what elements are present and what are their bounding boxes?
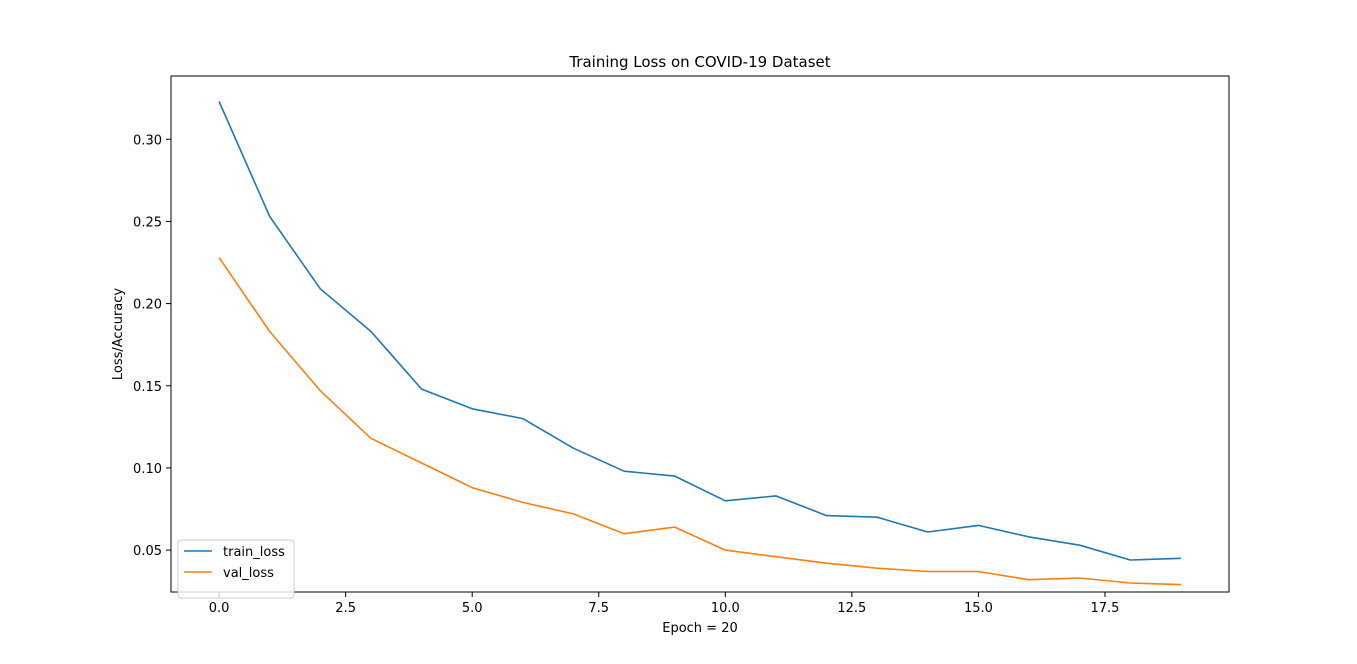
y-tick-label: 0.30 <box>133 133 162 148</box>
x-tick-label: 0.0 <box>209 601 230 616</box>
y-tick-label: 0.25 <box>133 215 162 230</box>
x-tick-label: 10.0 <box>711 601 740 616</box>
chart-title: Training Loss on COVID-19 Dataset <box>568 53 830 71</box>
plot-area <box>218 101 1181 586</box>
legend: train_loss val_loss <box>177 539 295 599</box>
y-tick-label: 0.05 <box>133 544 162 559</box>
plot-frame <box>170 75 1230 593</box>
y-tick-label: 0.10 <box>133 462 162 477</box>
x-tick-label: 2.5 <box>335 601 356 616</box>
legend-label: train_loss <box>223 545 285 560</box>
x-tick-label: 7.5 <box>588 601 609 616</box>
x-axis: 0.0 2.5 5.0 7.5 10.0 12.5 15.0 17.5 <box>209 592 1119 616</box>
x-tick-label: 12.5 <box>837 601 866 616</box>
y-tick-label: 0.15 <box>133 380 162 395</box>
legend-label: val_loss <box>223 566 274 581</box>
y-tick-label: 0.20 <box>133 298 162 313</box>
x-tick-label: 17.5 <box>1090 601 1119 616</box>
x-tick-label: 5.0 <box>462 601 483 616</box>
series-line-train-loss <box>218 101 1181 561</box>
x-tick-label: 15.0 <box>964 601 993 616</box>
x-axis-label: Epoch = 20 <box>662 621 738 636</box>
y-axis-label: Loss/Accuracy <box>111 288 126 381</box>
legend-box <box>177 539 295 599</box>
y-axis: 0.05 0.10 0.15 0.20 0.25 0.30 <box>133 133 171 559</box>
series-line-val-loss <box>218 257 1181 586</box>
